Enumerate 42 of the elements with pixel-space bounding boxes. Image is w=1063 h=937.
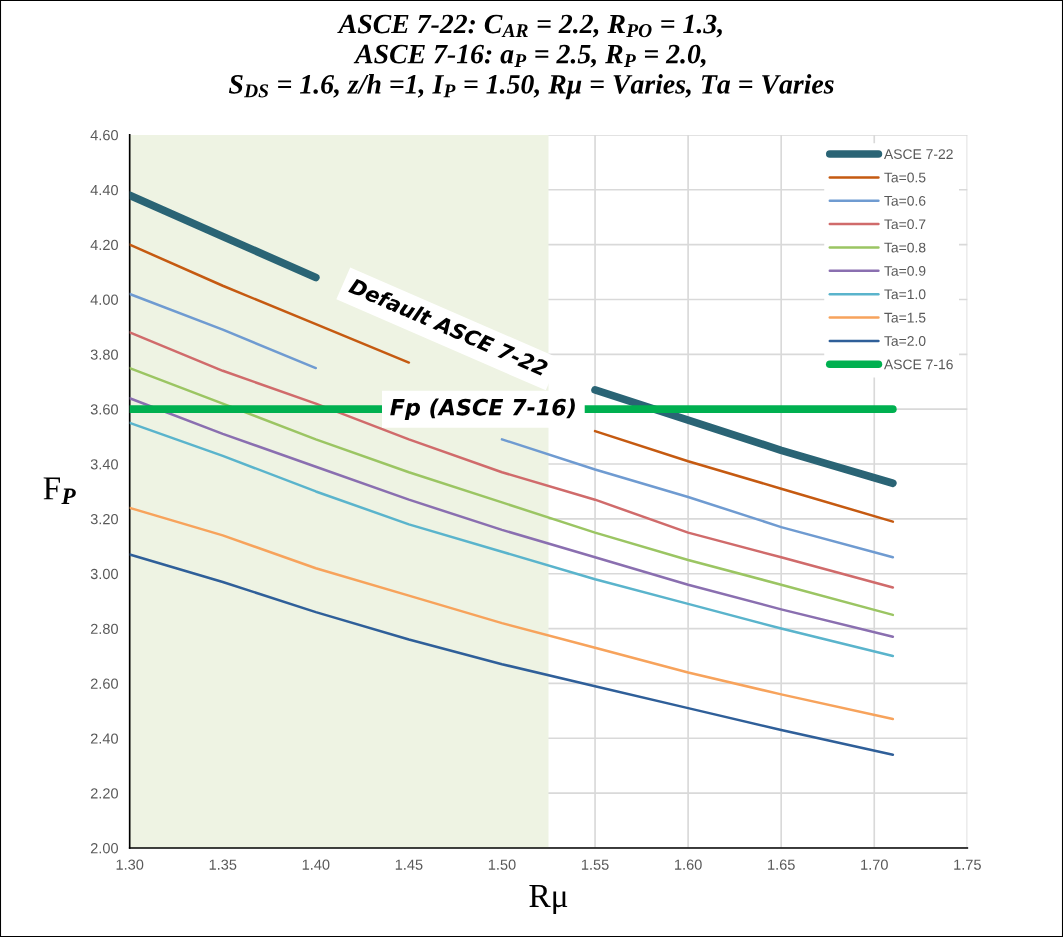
y-tick-label: 4.20 [90, 239, 119, 251]
y-tick-label: 2.40 [90, 733, 119, 744]
x-tick-label: 1.50 [488, 859, 516, 870]
x-tick-label: 1.75 [954, 859, 981, 870]
y-tick-label: 4.40 [90, 184, 119, 196]
y-tick-label: 2.80 [90, 623, 119, 635]
annotation: Fp (ASCE 7-16) [390, 398, 575, 420]
line-series [129, 506, 895, 721]
x-tick-label: 1.55 [581, 859, 609, 870]
y-tick-label: 2.00 [90, 843, 119, 854]
x-axis-title: Rμ [529, 885, 568, 915]
y-tick-label: 3.00 [90, 568, 119, 580]
legend-label: Ta=0.7 [884, 219, 926, 230]
y-tick-label: 3.60 [90, 404, 119, 415]
x-tick-label: 1.40 [302, 859, 330, 870]
legend-label: Ta=0.5 [884, 172, 926, 183]
x-tick-label: 1.45 [395, 859, 423, 870]
y-tick-label: 3.80 [90, 349, 119, 360]
x-tick-label: 1.65 [768, 859, 795, 870]
y-tick-label: 3.20 [90, 513, 119, 525]
y-tick-label: 4.00 [90, 294, 119, 305]
line-series [129, 553, 895, 756]
line-series [129, 421, 895, 658]
x-tick-label: 1.35 [209, 859, 237, 870]
legend-label: Ta=1.0 [884, 289, 926, 300]
legend-label: Ta=0.6 [884, 195, 926, 206]
y-tick-label: 3.40 [90, 459, 119, 470]
y-tick-label: 2.60 [90, 678, 119, 689]
legend-label: Ta=0.9 [884, 266, 926, 276]
legend-label: Ta=2.0 [884, 336, 926, 346]
y-tick-label: 2.20 [90, 788, 119, 799]
y-tick-label: 4.60 [90, 130, 119, 141]
y-axis-title: F$_{P}$ [43, 477, 76, 504]
x-tick-label: 1.70 [861, 859, 888, 870]
line-series [129, 396, 895, 639]
x-tick-label: 1.60 [675, 859, 702, 870]
legend-label: Ta=0.8 [884, 242, 926, 253]
legend-label: Ta=1.5 [884, 312, 926, 323]
legend-label: ASCE 7-22 [883, 149, 953, 160]
legend-label: ASCE 7-16 [883, 359, 953, 370]
x-tick-label: 1.30 [116, 859, 144, 870]
chart-title: ASCE 7-22: C$_{AR}$ = 2.2, R$_{PO}$ = 1.3, ASCE 7-16: a$_{P}$ = 2.5, R$_{P}$ = 2.0, S$_{DS}$ = 1.6, z/h =1, I$_{P}$ = 1.50, Rμ = Varies, Ta = Varies [228, 14, 834, 100]
